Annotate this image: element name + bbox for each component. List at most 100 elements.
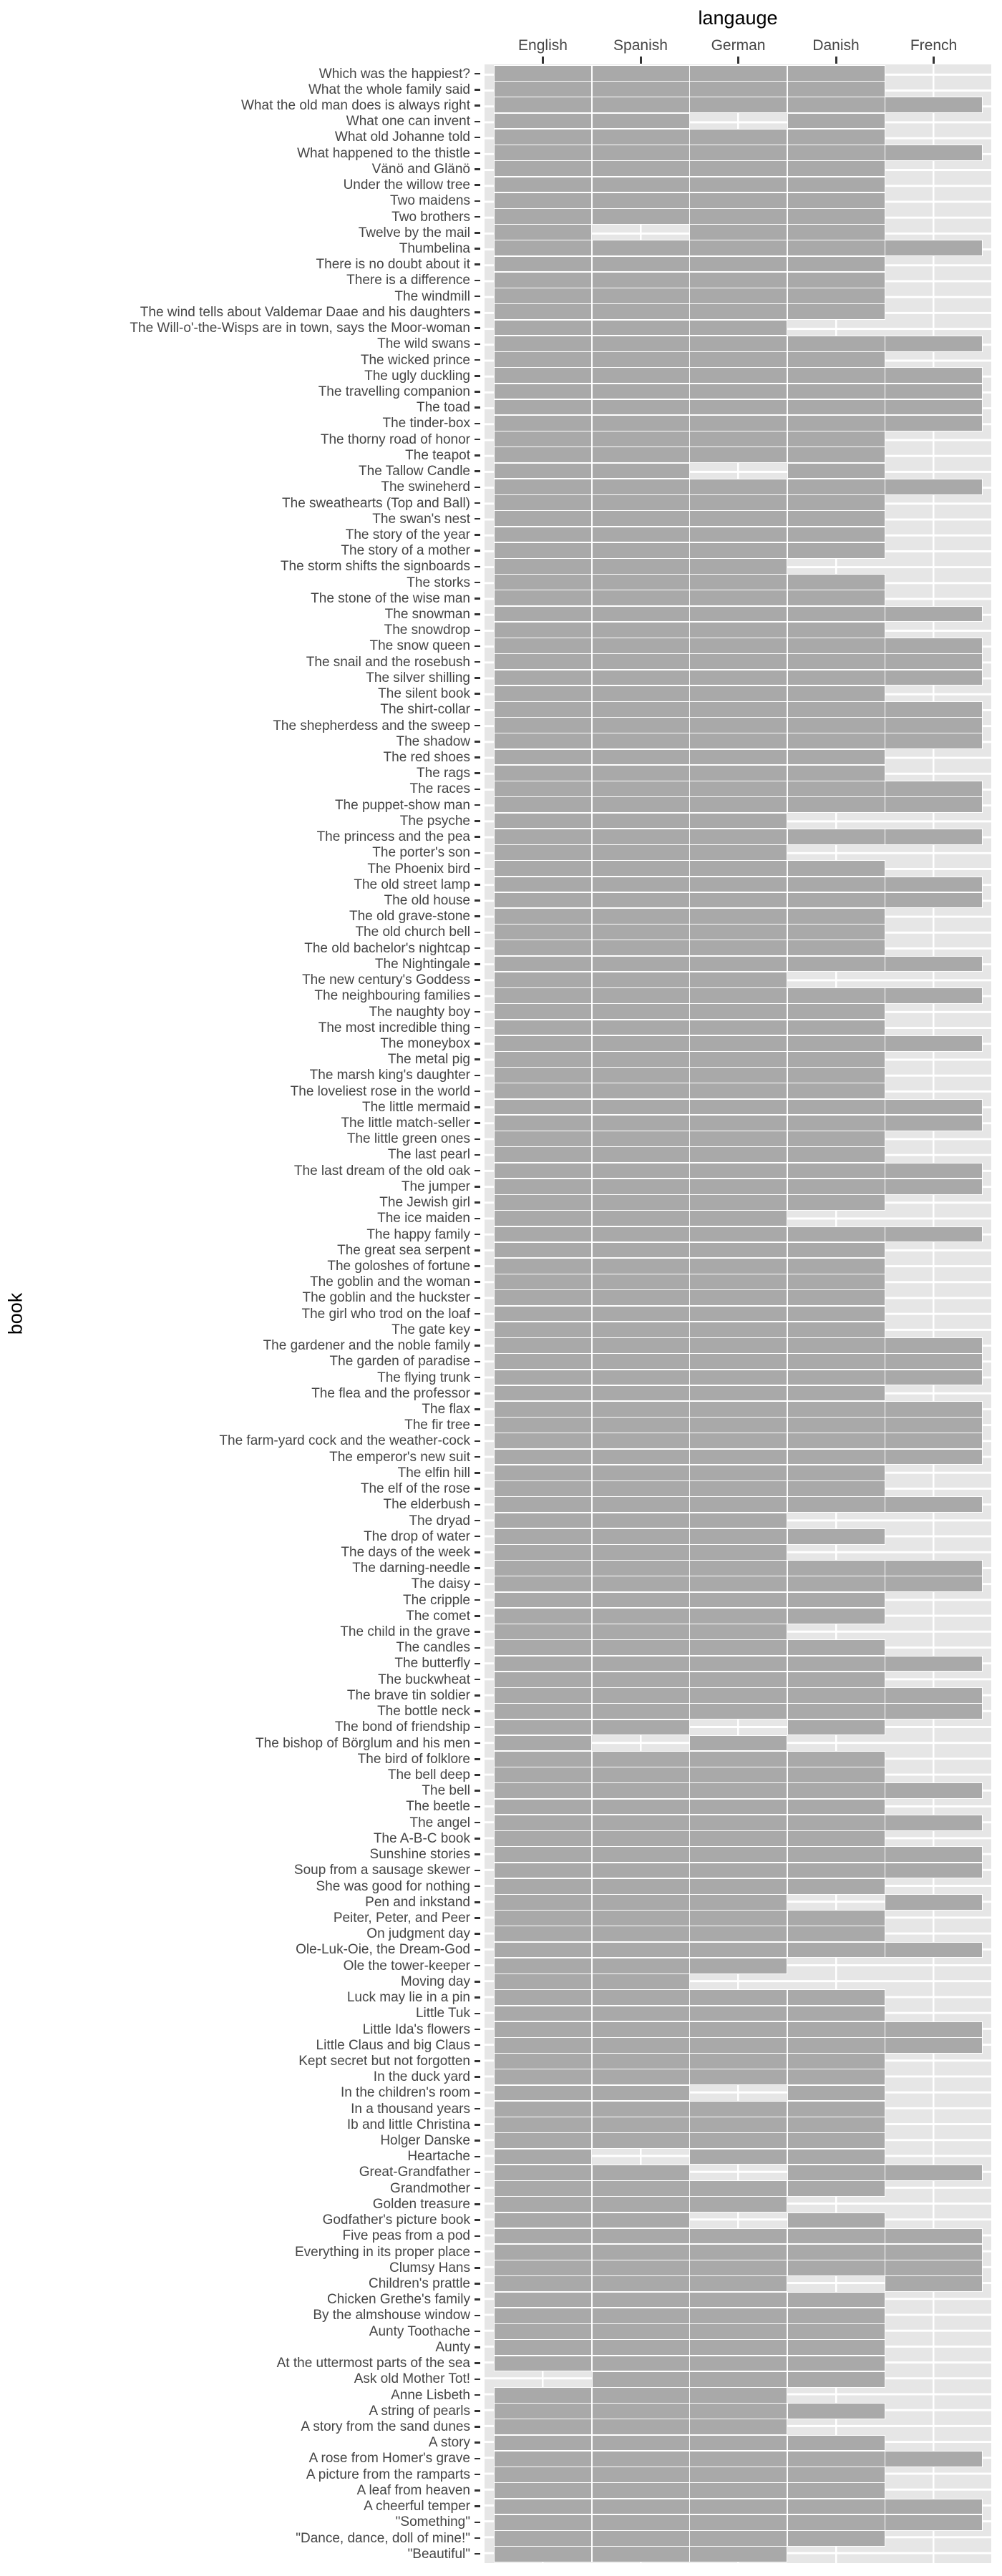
book-label: Moving day bbox=[400, 1974, 470, 1989]
y-axis-tick bbox=[475, 1043, 480, 1045]
y-axis-label-row: The goloshes of fortune bbox=[0, 1258, 482, 1274]
book-label: The bishop of Börglum and his men bbox=[256, 1735, 470, 1751]
heatmap-cell-danish-present bbox=[787, 1926, 885, 1942]
book-label: Everything in its proper place bbox=[294, 2244, 470, 2260]
y-axis-label-row: She was good for nothing bbox=[0, 1878, 482, 1894]
y-axis-tick bbox=[475, 1265, 480, 1267]
book-label: The old grave-stone bbox=[349, 909, 470, 924]
y-axis-label-row: The puppet-show man bbox=[0, 797, 482, 813]
heatmap-cell-german-present bbox=[690, 1418, 787, 1433]
heatmap-cell-french-absent bbox=[885, 1386, 982, 1401]
heatmap-cell-english-present bbox=[495, 1195, 591, 1210]
y-axis-tick bbox=[475, 1901, 480, 1903]
heatmap-cell-french-absent bbox=[885, 845, 982, 860]
heatmap-cell-spanish-present bbox=[592, 877, 689, 892]
heatmap-cell-spanish-present bbox=[592, 1624, 689, 1639]
heatmap-cell-danish-present bbox=[787, 765, 885, 781]
heatmap-cell-french-absent bbox=[885, 1195, 982, 1210]
book-label: There is no doubt about it bbox=[316, 257, 470, 273]
heatmap-cell-german-present bbox=[690, 192, 787, 208]
heatmap-cell-english-present bbox=[495, 2292, 591, 2308]
y-axis-label-row: The psyche bbox=[0, 813, 482, 829]
heatmap-cell-german-present bbox=[690, 1863, 787, 1878]
y-axis-label-row: Moving day bbox=[0, 1974, 482, 1989]
book-label: The toad bbox=[417, 400, 470, 416]
heatmap-cell-danish-present bbox=[787, 1465, 885, 1480]
heatmap-cell-spanish-present bbox=[592, 2371, 689, 2387]
book-label: The marsh king's daughter bbox=[309, 1068, 470, 1083]
heatmap-cell-english-present bbox=[495, 2244, 591, 2260]
heatmap-cell-french-present bbox=[885, 240, 982, 256]
book-label: The sweathearts (Top and Ball) bbox=[282, 495, 470, 511]
heatmap-cell-english-present bbox=[495, 1354, 591, 1370]
heatmap-cell-danish-present bbox=[787, 2292, 885, 2308]
heatmap-cell-french-present bbox=[885, 1895, 982, 1910]
heatmap-cell-spanish-present bbox=[592, 1179, 689, 1194]
heatmap-cell-german-present bbox=[690, 877, 787, 892]
heatmap-cell-german-present bbox=[690, 1831, 787, 1846]
heatmap-cell-danish-present bbox=[787, 209, 885, 224]
y-axis-label-row: The silent book bbox=[0, 686, 482, 702]
book-label: Peiter, Peter, and Peer bbox=[333, 1910, 470, 1926]
heatmap-cell-french-present bbox=[885, 1433, 982, 1449]
heatmap-cell-french-absent bbox=[885, 2181, 982, 2196]
heatmap-cell-french-present bbox=[885, 399, 982, 415]
y-axis-label-row: The metal pig bbox=[0, 1052, 482, 1068]
heatmap-cell-german-present bbox=[690, 2038, 787, 2053]
heatmap-cell-french-absent bbox=[885, 2404, 982, 2419]
heatmap-cell-english-present bbox=[495, 256, 591, 272]
y-axis-label-row: The snowman bbox=[0, 606, 482, 622]
heatmap-cell-english-present bbox=[495, 861, 591, 877]
heatmap-cell-french-absent bbox=[885, 2102, 982, 2117]
heatmap-cell-english-present bbox=[495, 1831, 591, 1846]
heatmap-cell-german-present bbox=[690, 797, 787, 813]
y-axis-tick bbox=[475, 1217, 480, 1220]
heatmap-cell-french-present bbox=[885, 1656, 982, 1672]
y-axis-tick bbox=[475, 995, 480, 997]
heatmap-cell-german-present bbox=[690, 749, 787, 765]
heatmap-cell-danish-present bbox=[787, 1911, 885, 1926]
y-axis-tick bbox=[475, 1090, 480, 1093]
heatmap-cell-german-present bbox=[690, 1099, 787, 1115]
book-label: The snow queen bbox=[369, 638, 471, 654]
heatmap-cell-german-present bbox=[690, 829, 787, 844]
heatmap-cell-english-present bbox=[495, 1783, 591, 1799]
y-axis-tick bbox=[475, 2537, 480, 2540]
y-axis-label-row: Little Ida's flowers bbox=[0, 2021, 482, 2037]
heatmap-cell-french-absent bbox=[885, 1004, 982, 1019]
heatmap-cell-english-present bbox=[495, 1226, 591, 1242]
y-axis-tick bbox=[475, 2267, 480, 2269]
heatmap-cell-german-present bbox=[690, 240, 787, 256]
heatmap-cell-german-present bbox=[690, 1815, 787, 1830]
y-axis-labels: Which was the happiest? What the whole fa… bbox=[0, 66, 482, 2562]
heatmap-cell-spanish-present bbox=[592, 1338, 689, 1353]
y-axis-label-row: The sweathearts (Top and Ball) bbox=[0, 495, 482, 511]
book-label: The brave tin soldier bbox=[346, 1687, 470, 1703]
book-label: The flying trunk bbox=[377, 1370, 470, 1385]
heatmap-cell-danish-present bbox=[787, 2467, 885, 2482]
book-label: "Dance, dance, doll of mine!" bbox=[296, 2530, 470, 2546]
book-label: The stone of the wise man bbox=[311, 590, 470, 606]
heatmap-cell-german-present bbox=[690, 2499, 787, 2514]
heatmap-cell-spanish-present bbox=[592, 575, 689, 590]
y-axis-tick bbox=[475, 1345, 480, 1347]
heatmap-cell-danish-present bbox=[787, 1719, 885, 1735]
heatmap-cell-spanish-present bbox=[592, 113, 689, 129]
heatmap-cell-danish-present bbox=[787, 1370, 885, 1385]
heatmap-cell-danish-present bbox=[787, 1799, 885, 1815]
y-axis-label-row: Luck may lie in a pin bbox=[0, 1989, 482, 2005]
heatmap-cell-danish-present bbox=[787, 1656, 885, 1672]
heatmap-cell-english-present bbox=[495, 2435, 591, 2451]
book-label: The naughty boy bbox=[369, 1004, 470, 1020]
heatmap-cell-french-absent bbox=[885, 431, 982, 447]
heatmap-cell-german-present bbox=[690, 2514, 787, 2530]
heatmap-cell-danish-present bbox=[787, 2181, 885, 2196]
heatmap-cell-danish-present bbox=[787, 1083, 885, 1099]
y-axis-label-row: The goblin and the woman bbox=[0, 1274, 482, 1290]
heatmap-cell-german-present bbox=[690, 559, 787, 574]
book-label: "Beautiful" bbox=[407, 2546, 470, 2562]
heatmap-cell-french-absent bbox=[885, 177, 982, 192]
heatmap-cell-danish-present bbox=[787, 829, 885, 844]
heatmap-cell-spanish-present bbox=[592, 1799, 689, 1815]
heatmap-cell-german-present bbox=[690, 2404, 787, 2419]
